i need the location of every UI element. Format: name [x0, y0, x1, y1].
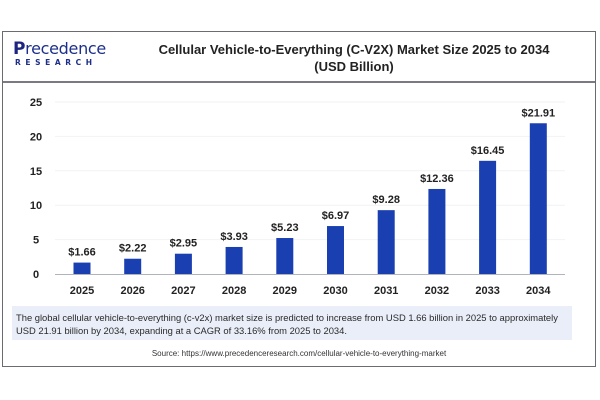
bar-value-label: $16.45: [471, 145, 505, 157]
bar-value-label: $9.28: [372, 194, 400, 206]
bar-2031: [377, 210, 395, 274]
x-tick-label: 2028: [222, 285, 246, 297]
bar-2027: [174, 253, 192, 274]
bar-value-label: $12.36: [420, 173, 454, 185]
summary-caption-text: The global cellular vehicle-to-everythin…: [16, 312, 558, 336]
chart-frame: Precedence RESEARCH Cellular Vehicle-to-…: [2, 31, 596, 367]
chart-title-line-1: Cellular Vehicle-to-Everything (C-V2X) M…: [158, 42, 550, 57]
y-axis-ticks: 0 5 10 15 20 25: [30, 97, 42, 281]
bar-2033: [479, 160, 497, 274]
precedence-research-logo: Precedence RESEARCH: [13, 39, 113, 68]
bar-2026: [124, 258, 142, 274]
y-tick-label: 15: [30, 166, 42, 178]
y-tick-label: 0: [33, 269, 39, 281]
bar-2030: [327, 226, 344, 274]
x-tick-label: 2027: [171, 285, 195, 297]
chart-title: Cellular Vehicle-to-Everything (C-V2X) M…: [123, 41, 585, 75]
logo-wordmark-rest: recedence: [25, 39, 106, 58]
summary-caption: The global cellular vehicle-to-everythin…: [12, 306, 572, 340]
bar-value-labels: $1.66 $2.22 $2.95 $3.93 $5.23 $6.97 $9.28 $12.3…: [68, 107, 555, 258]
y-tick-label: 10: [30, 200, 42, 212]
x-tick-label: 2025: [70, 285, 94, 297]
x-tick-label: 2030: [323, 285, 347, 297]
x-tick-label: 2031: [374, 285, 398, 297]
chart-title-line-2: (USD Billion): [314, 59, 394, 74]
logo-subtitle: RESEARCH: [15, 58, 97, 67]
bar-value-label: $3.93: [220, 231, 248, 243]
x-tick-label: 2033: [475, 285, 499, 297]
bar-2025: [73, 262, 91, 274]
y-tick-label: 5: [33, 235, 39, 247]
bars: [73, 123, 547, 274]
logo-initial: P: [13, 39, 26, 59]
chart-header: Precedence RESEARCH Cellular Vehicle-to-…: [3, 32, 595, 83]
bar-value-label: $6.97: [322, 210, 350, 222]
bar-2028: [225, 246, 243, 274]
bar-2029: [276, 238, 294, 274]
logo-wordmark: Precedence: [13, 39, 113, 59]
x-tick-label: 2029: [273, 285, 297, 297]
bar-value-label: $2.95: [170, 238, 198, 250]
bar-value-label: $1.66: [68, 247, 96, 259]
bar-value-label: $21.91: [521, 107, 555, 119]
y-tick-label: 20: [30, 131, 42, 143]
bar-2034: [529, 123, 547, 274]
x-tick-label: 2026: [120, 285, 144, 297]
y-tick-label: 25: [30, 97, 42, 109]
bar-value-label: $5.23: [271, 222, 299, 234]
x-tick-label: 2034: [526, 285, 551, 297]
bar-value-label: $2.22: [119, 243, 147, 255]
x-tick-label: 2032: [425, 285, 449, 297]
x-axis-ticks: 2025 2026 2027 2028 2029 2030 2031 2032 2033 2034: [70, 285, 552, 297]
bar-2032: [428, 188, 446, 274]
source-note: Source: https://www.precedenceresearch.c…: [151, 349, 447, 358]
